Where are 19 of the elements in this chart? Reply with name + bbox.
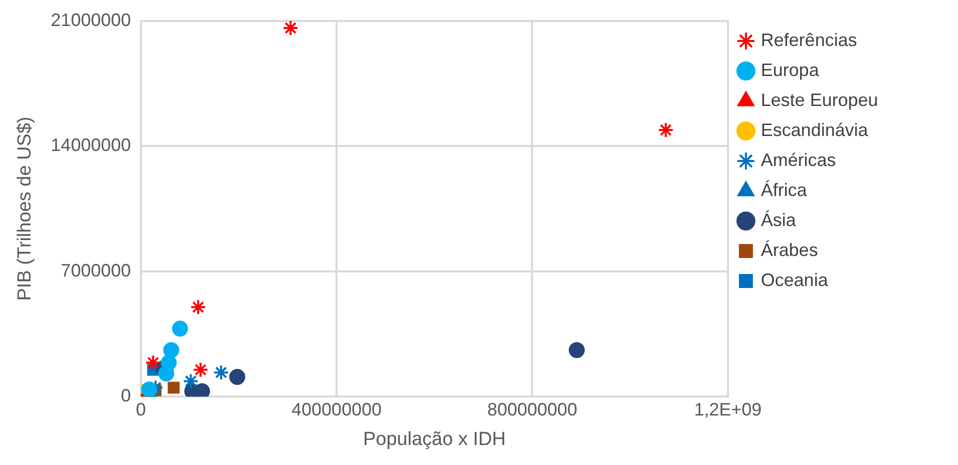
y-tick-label: 7000000: [60, 260, 131, 280]
x-tick-label: 400000000: [292, 399, 382, 420]
y-tick-label: 14000000: [50, 135, 131, 156]
legend-label: Leste Europeu: [760, 90, 878, 110]
legend-label: Ásia: [760, 210, 797, 230]
x-tick-label: 800000000: [487, 399, 578, 420]
legend-label: Oceania: [760, 270, 829, 290]
legend-label: África: [760, 180, 808, 200]
legend-label: Árabes: [760, 240, 818, 260]
x-axis-title: População x IDH: [363, 428, 506, 450]
x-tick-label: 0: [136, 399, 146, 420]
legend-label: Escandinávia: [760, 120, 869, 140]
legend-label: Referências: [760, 30, 857, 50]
y-axis-title: PIB (Trilhoes de US$): [14, 116, 36, 301]
x-tick-label: 1,2E+09: [694, 399, 762, 420]
y-tick-label: 0: [120, 386, 131, 406]
y-tick-label: 21000000: [50, 10, 131, 30]
legend-label: Europa: [760, 60, 820, 80]
legend-label: Américas: [760, 150, 836, 170]
